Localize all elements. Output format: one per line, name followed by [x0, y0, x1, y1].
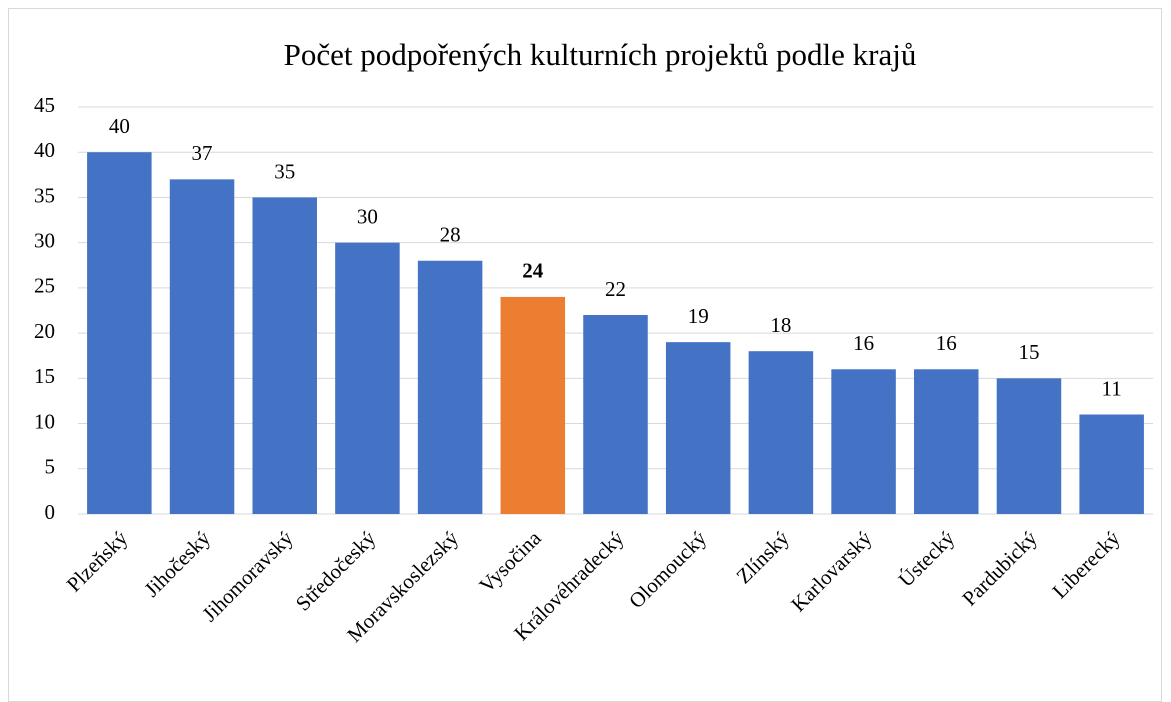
bar	[996, 378, 1062, 514]
bar	[87, 152, 152, 514]
bar	[748, 351, 814, 514]
value-label: 16	[936, 331, 957, 355]
bar	[914, 369, 979, 514]
value-label: 22	[605, 277, 626, 301]
y-tick-label: 0	[45, 500, 56, 524]
bar	[583, 315, 648, 514]
value-label: 40	[109, 114, 130, 138]
value-label: 15	[1018, 340, 1039, 364]
y-tick-label: 10	[34, 409, 55, 433]
y-tick-label: 5	[45, 455, 56, 479]
bar	[417, 260, 483, 514]
bar	[831, 369, 896, 514]
value-label: 35	[274, 159, 295, 183]
y-tick-label: 35	[34, 183, 55, 207]
value-label: 16	[853, 331, 874, 355]
value-label: 18	[770, 313, 791, 337]
value-label: 30	[357, 204, 378, 228]
value-label: 24	[522, 259, 544, 283]
y-tick-label: 30	[34, 228, 55, 252]
value-label: 28	[440, 223, 461, 247]
bar	[1079, 414, 1144, 514]
y-tick-label: 15	[34, 364, 55, 388]
bar	[665, 342, 731, 514]
value-label: 11	[1102, 376, 1122, 400]
y-tick-label: 25	[34, 274, 55, 298]
bar	[169, 179, 235, 514]
value-label: 37	[192, 141, 213, 165]
bar	[252, 197, 317, 514]
y-tick-label: 20	[34, 319, 55, 343]
chart-title: Počet podpořených kulturních projektů po…	[284, 37, 917, 72]
y-tick-label: 40	[34, 138, 55, 162]
value-label: 19	[688, 304, 709, 328]
y-tick-label: 45	[34, 93, 55, 117]
bar	[335, 242, 400, 514]
bar	[500, 296, 566, 514]
